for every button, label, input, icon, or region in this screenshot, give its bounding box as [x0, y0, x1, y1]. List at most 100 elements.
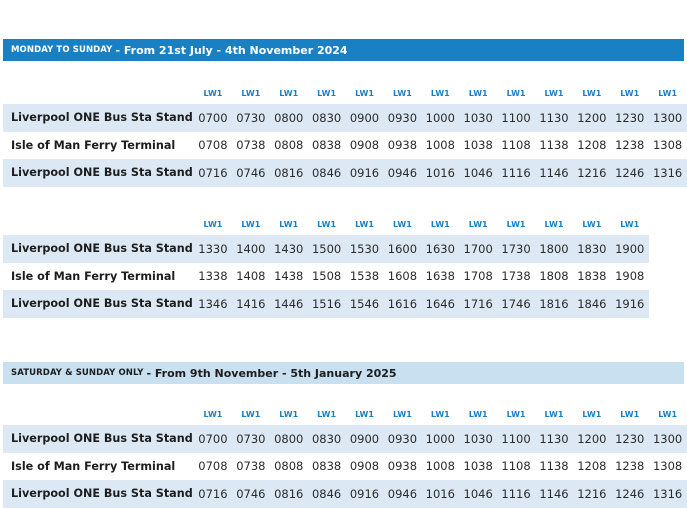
departure-time: 0730: [236, 110, 266, 125]
departure-time: 1116: [501, 486, 531, 501]
departure-time: 1538: [349, 269, 380, 284]
departure-time: 0716: [198, 165, 228, 180]
timetable-row: Isle of Man Ferry Terminal 1338 1408 1438 15…: [3, 263, 649, 291]
route-code: LW1: [620, 409, 640, 419]
route-code: LW1: [658, 88, 678, 98]
departure-time: 1300: [652, 431, 683, 446]
route-code: LW1: [582, 219, 602, 229]
departure-time: 1446: [274, 296, 304, 311]
timetable-row: Liverpool ONE Bus Sta Stand 5 0700 0730 080…: [3, 425, 687, 453]
departure-time: 1338: [198, 269, 228, 284]
departure-time: 0838: [311, 459, 342, 474]
departure-time: 0830: [311, 431, 342, 446]
section-days: MONDAY TO SUNDAY: [11, 45, 113, 55]
departure-time: 0816: [274, 486, 304, 501]
departure-time: 1208: [577, 459, 607, 474]
departure-time: 1508: [311, 269, 342, 284]
departure-time: 1146: [539, 486, 569, 501]
stop-name: Liverpool ONE Bus Sta Stand 5: [11, 111, 194, 125]
timetable-row: Liverpool ONE Bus Sta Stand 5 0700 0730 080…: [3, 104, 687, 132]
route-code: LW1: [506, 219, 526, 229]
timetable-block: LW1 LW1 LW1 LW1 LW1 LW1 LW1 LW1 LW1 LW1 LW1 LW1 LW1 L…: [3, 403, 687, 508]
departure-time: 0846: [311, 486, 342, 501]
departure-time: 1816: [539, 296, 569, 311]
route-code: LW1: [392, 219, 412, 229]
departure-time: 1146: [539, 165, 569, 180]
departure-time: 0908: [349, 459, 380, 474]
departure-time: 1900: [615, 241, 645, 256]
route-code: LW1: [241, 409, 261, 419]
departure-time: 0900: [349, 110, 380, 125]
departure-time: 1530: [349, 241, 380, 256]
route-code: LW1: [468, 219, 488, 229]
timetable-row: Liverpool ONE Bus Sta Stand 5 1330 1400 143…: [3, 235, 649, 263]
departure-time: 1246: [615, 486, 645, 501]
departure-time: 1916: [615, 296, 645, 311]
section-header-weekday: MONDAY TO SUNDAY - From 21st July - 4th …: [3, 39, 684, 61]
departure-time: 1016: [425, 165, 455, 180]
departure-time: 1630: [425, 241, 455, 256]
route-code: LW1: [355, 88, 374, 98]
departure-time: 0800: [274, 110, 304, 125]
departure-time: 1016: [425, 486, 455, 501]
departure-time: 1046: [463, 165, 493, 180]
timetable-row: Liverpool ONE Bus Sta Stand 5 0716 0746 081…: [3, 159, 687, 187]
route-code: LW1: [506, 88, 526, 98]
departure-time: 1316: [652, 486, 683, 501]
departure-time: 1516: [311, 296, 342, 311]
departure-time: 0738: [236, 459, 266, 474]
route-code: LW1: [430, 219, 450, 229]
departure-time: 0808: [274, 138, 304, 153]
departure-time: 1716: [463, 296, 493, 311]
departure-time: 1600: [387, 241, 418, 256]
route-code: LW1: [279, 88, 299, 98]
departure-time: 1908: [615, 269, 645, 284]
departure-time: 1230: [615, 431, 645, 446]
route-code: LW1: [544, 409, 564, 419]
departure-time: 1700: [463, 241, 493, 256]
route-code: LW1: [355, 219, 374, 229]
departure-time: 1616: [387, 296, 418, 311]
timetable-row: Isle of Man Ferry Terminal 0708 0738 0808 08…: [3, 132, 687, 160]
route-code: LW1: [241, 88, 261, 98]
departure-time: 0716: [198, 486, 228, 501]
departure-time: 1838: [577, 269, 607, 284]
departure-time: 1130: [539, 110, 569, 125]
timetable-row: Isle of Man Ferry Terminal 0708 0738 0808 08…: [3, 453, 687, 481]
route-code: LW1: [620, 219, 640, 229]
stop-name: Isle of Man Ferry Terminal: [11, 138, 176, 152]
departure-time: 1000: [425, 110, 455, 125]
route-code: LW1: [392, 88, 412, 98]
departure-time: 0900: [349, 431, 380, 446]
route-code: LW1: [544, 219, 564, 229]
departure-time: 1300: [652, 110, 683, 125]
departure-time: 1246: [615, 165, 645, 180]
departure-time: 0738: [236, 138, 266, 153]
departure-time: 1400: [236, 241, 266, 256]
stop-name: Liverpool ONE Bus Sta Stand 5: [11, 432, 194, 446]
departure-time: 1030: [463, 110, 493, 125]
departure-time: 1100: [501, 110, 531, 125]
departure-time: 1330: [198, 241, 228, 256]
route-header-row: LW1 LW1 LW1 LW1 LW1 LW1 LW1 LW1 LW1 LW1 LW1 LW1: [3, 213, 649, 235]
route-code: LW1: [582, 88, 602, 98]
departure-time: 1008: [425, 459, 455, 474]
departure-time: 1746: [501, 296, 531, 311]
departure-time: 0730: [236, 431, 266, 446]
route-code: LW1: [582, 409, 602, 419]
section-dates: - From 21st July - 4th November 2024: [115, 43, 348, 57]
timetable-block: LW1 LW1 LW1 LW1 LW1 LW1 LW1 LW1 LW1 LW1 LW1 LW1 Live…: [3, 213, 649, 318]
departure-time: 1038: [463, 459, 493, 474]
departure-time: 0938: [387, 138, 418, 153]
departure-time: 1030: [463, 431, 493, 446]
departure-time: 1116: [501, 165, 531, 180]
departure-time: 0830: [311, 110, 342, 125]
departure-time: 1238: [615, 138, 645, 153]
departure-time: 0808: [274, 459, 304, 474]
departure-time: 1646: [425, 296, 455, 311]
departure-time: 0946: [387, 486, 418, 501]
stop-name: Isle of Man Ferry Terminal: [11, 459, 176, 473]
departure-time: 1100: [501, 431, 531, 446]
departure-time: 1108: [501, 138, 531, 153]
departure-time: 1308: [652, 138, 683, 153]
